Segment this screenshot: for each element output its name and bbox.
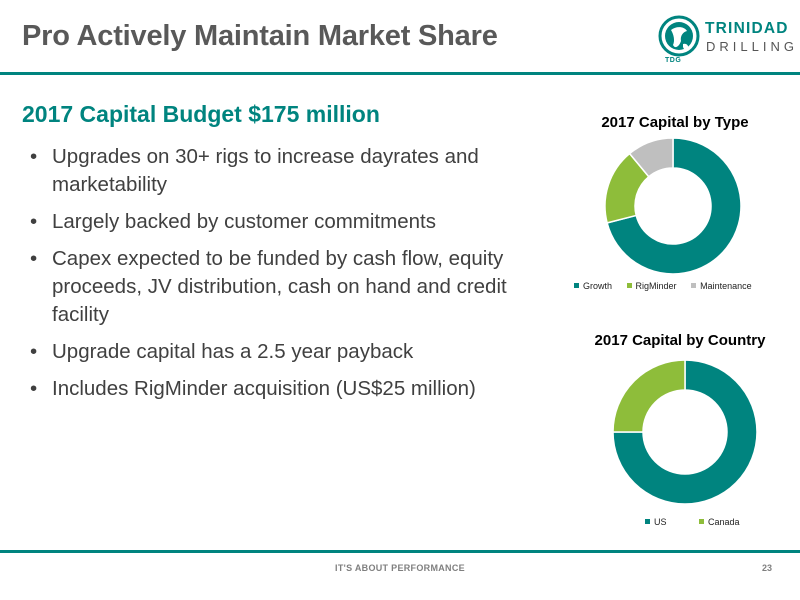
chart-capital-by-type: 2017 Capital by Type Growth RigMinder Ma…	[570, 112, 780, 297]
bullet-item: • Upgrades on 30+ rigs to increase dayrat…	[28, 143, 528, 199]
chart-capital-by-country: 2017 Capital by Country US Canada	[575, 330, 785, 530]
bullet-item: • Includes RigMinder acquisition (US$25 m…	[28, 375, 528, 403]
section-heading: 2017 Capital Budget $175 million	[22, 101, 380, 127]
legend-swatch	[691, 283, 697, 288]
legend-item: Canada	[699, 517, 740, 527]
donut-chart	[604, 137, 742, 275]
legend-item: Growth	[574, 281, 612, 291]
legend-label: Growth	[583, 280, 613, 291]
bullet-text: Largely backed by customer commitments	[52, 210, 436, 233]
header-rule	[0, 72, 800, 75]
chart-legend: US Canada	[645, 516, 752, 527]
legend-label: RigMinder	[635, 280, 677, 291]
logo-wordmark-bottom: DRILLING	[706, 39, 798, 54]
slide-title: Pro Actively Maintain Market Share	[22, 20, 498, 52]
legend-item: US	[645, 517, 667, 527]
donut-slice-us	[612, 359, 758, 505]
footer-rule	[0, 550, 800, 553]
legend-swatch	[645, 519, 650, 524]
bullet-item: • Capex expected to be funded by cash flo…	[28, 245, 528, 329]
bullet-item: • Upgrade capital has a 2.5 year payback	[28, 338, 528, 366]
legend-swatch	[574, 283, 579, 288]
logo-abbrev: TDG	[665, 57, 682, 64]
bullet-text: Includes RigMinder acquisition (US$25 mi…	[52, 377, 476, 400]
bullet-dot: •	[30, 247, 38, 270]
globe-icon	[658, 15, 700, 57]
page-number: 23	[762, 563, 773, 573]
legend-swatch	[626, 283, 632, 288]
legend-label: Maintenance	[700, 280, 752, 291]
bullet-text: Upgrades on 30+ rigs to increase dayrate…	[52, 145, 479, 196]
bullet-dot: •	[30, 340, 38, 363]
bullet-dot: •	[30, 145, 38, 168]
bullet-dot: •	[30, 377, 38, 400]
footer-tagline: IT'S ABOUT PERFORMANCE	[335, 563, 465, 573]
chart-title: 2017 Capital by Country	[594, 332, 766, 349]
legend-swatch	[699, 519, 705, 524]
bullet-text: Capex expected to be funded by cash flow…	[52, 247, 507, 326]
chart-legend: Growth RigMinder Maintenance	[574, 280, 764, 291]
logo-wordmark-top: TRINIDAD	[705, 20, 789, 37]
donut-slice-maintenance	[628, 137, 674, 178]
donut-chart	[612, 359, 758, 505]
donut-slice-canada	[612, 359, 686, 433]
chart-title: 2017 Capital by Type	[601, 114, 749, 131]
trinidad-drilling-logo: TRINIDAD DRILLING TDG	[657, 14, 794, 70]
legend-item: Maintenance	[691, 281, 752, 291]
bullet-item: • Largely backed by customer commitments	[28, 208, 528, 236]
donut-slice-growth	[606, 137, 742, 275]
legend-item: RigMinder	[626, 280, 677, 291]
legend-label: Canada	[708, 516, 740, 527]
bullet-dot: •	[30, 210, 38, 233]
bullet-list: • Upgrades on 30+ rigs to increase dayrat…	[28, 143, 528, 412]
bullet-text: Upgrade capital has a 2.5 year payback	[52, 340, 414, 363]
legend-label: US	[654, 516, 667, 527]
